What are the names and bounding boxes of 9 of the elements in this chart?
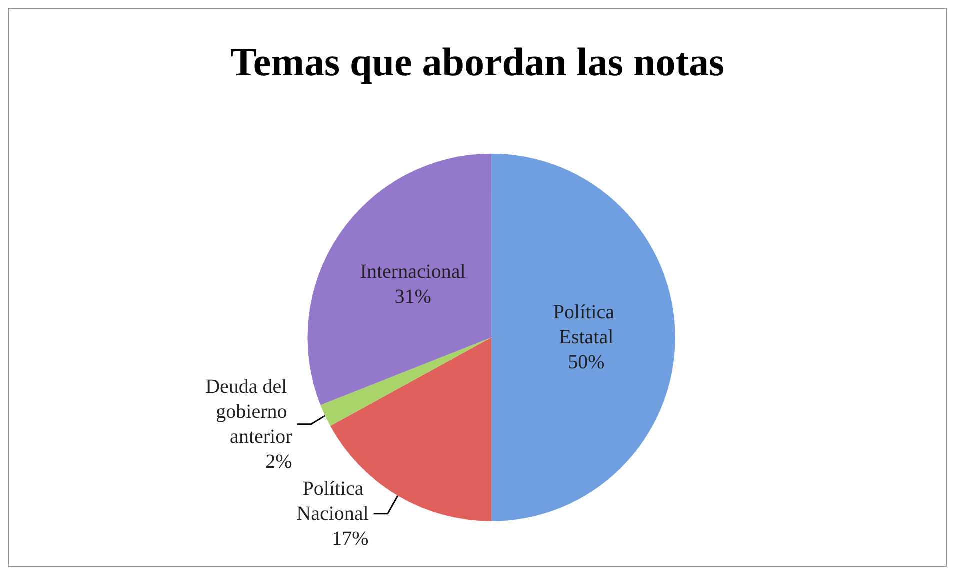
slice-label: Internacional <box>360 260 466 283</box>
slice-label: Política Estatal <box>553 302 620 349</box>
slice-label: Deuda del gobierno anterior <box>206 376 293 448</box>
slice-label: Política Nacional <box>296 478 370 525</box>
data-label: 2% <box>266 450 292 473</box>
data-label: 17% <box>332 528 369 550</box>
data-label: 50% <box>568 352 605 374</box>
data-label: 31% <box>394 286 432 308</box>
chart-title: Temas que abordan las notas <box>230 40 725 84</box>
